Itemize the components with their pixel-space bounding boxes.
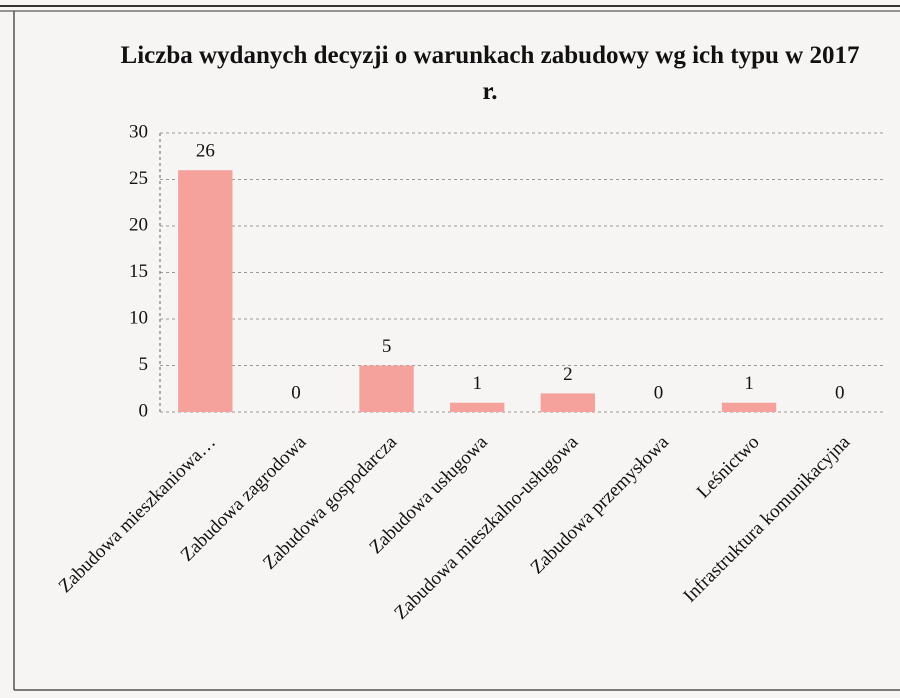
y-tick-label: 0 — [139, 400, 149, 421]
x-tick-label: Leśnictwo — [693, 432, 764, 503]
y-tick-label: 15 — [129, 261, 148, 282]
y-tick-label: 20 — [129, 214, 148, 235]
data-label: 2 — [563, 364, 573, 385]
bar — [721, 402, 777, 412]
bar — [359, 365, 414, 412]
y-tick-label: 5 — [139, 354, 149, 375]
x-tick-label: Zabudowa mieszkaniowa… — [55, 432, 220, 597]
bar — [540, 393, 595, 412]
data-label: 26 — [196, 141, 215, 162]
data-label: 1 — [472, 373, 482, 394]
x-tick-label: Zabudowa mieszkalno-usługowa — [390, 431, 582, 623]
bar — [178, 170, 233, 412]
data-label: 0 — [835, 382, 845, 403]
chart-title: Liczba wydanych decyzji o warunkach zabu… — [120, 42, 860, 105]
data-label: 1 — [744, 373, 754, 394]
data-label: 5 — [382, 336, 392, 357]
x-tick-label: Infrastruktura komunikacyjna — [679, 431, 854, 606]
data-label: 0 — [291, 382, 301, 403]
bar — [450, 402, 505, 412]
y-tick-label: 25 — [129, 168, 148, 189]
data-label: 0 — [654, 382, 664, 403]
y-tick-label: 10 — [129, 307, 148, 328]
y-tick-label: 30 — [129, 121, 148, 142]
